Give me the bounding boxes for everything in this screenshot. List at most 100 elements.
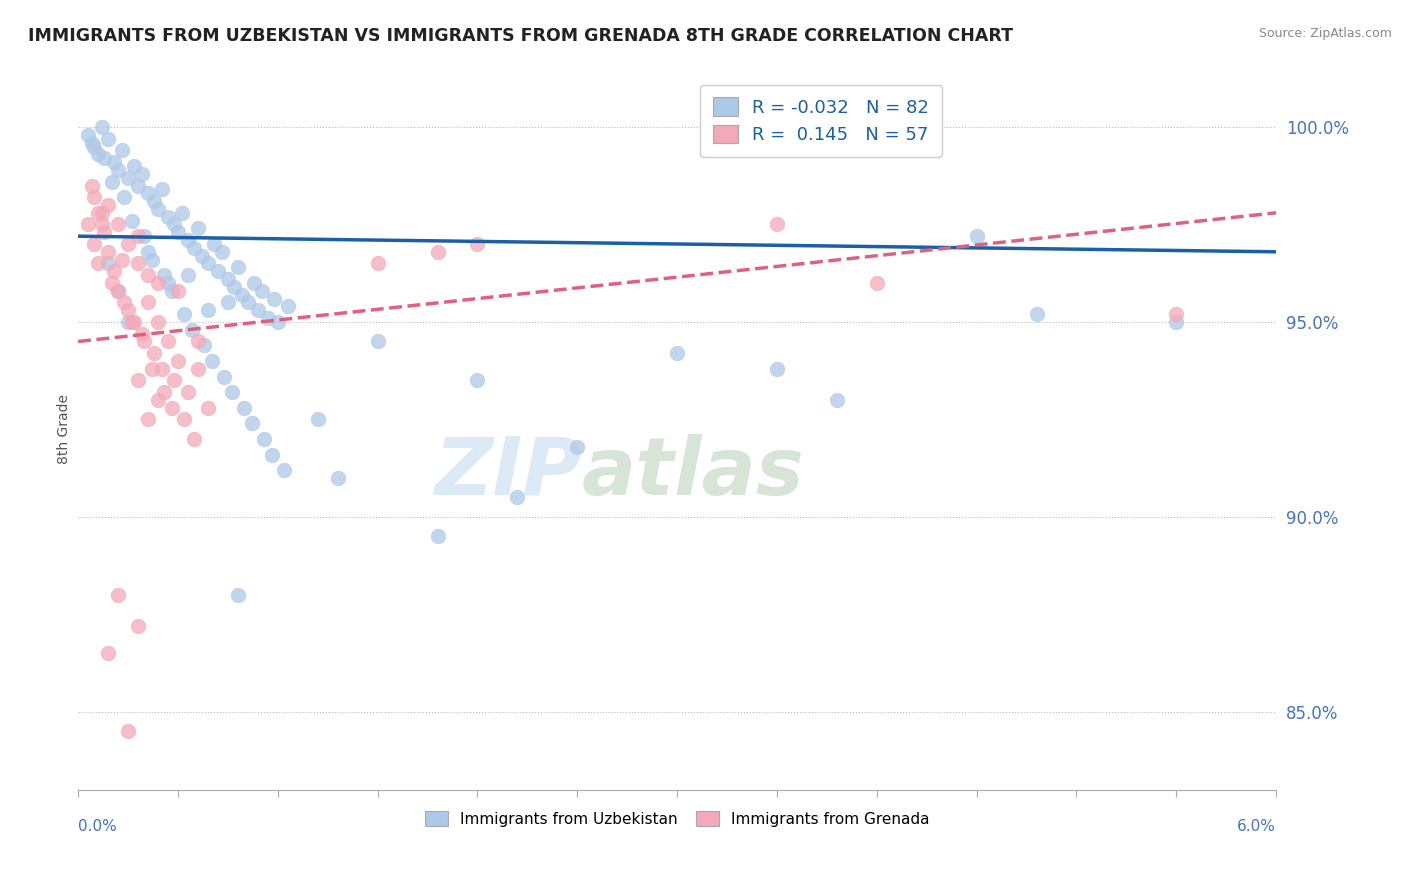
Text: ZIP: ZIP (434, 434, 581, 511)
Point (117, 237, 139, 252)
Point (122, 159, 145, 173)
Point (122, 315, 145, 329)
Point (97, 244, 120, 259)
Point (236, 295, 259, 310)
Point (150, 182, 173, 196)
Point (97, 132, 120, 146)
Point (256, 311, 278, 326)
Point (91, 206, 114, 220)
Point (141, 252, 163, 267)
Point (93, 225, 115, 239)
Point (136, 295, 159, 310)
Point (197, 256, 219, 270)
Point (141, 361, 163, 376)
Point (117, 724, 139, 739)
Point (127, 229, 149, 244)
Point (103, 264, 125, 278)
Point (87, 206, 110, 220)
Point (197, 401, 219, 415)
Point (136, 244, 159, 259)
Point (97, 256, 120, 270)
Point (177, 385, 200, 400)
Point (87, 256, 110, 270)
Point (367, 334, 389, 349)
Point (202, 237, 225, 252)
Point (240, 417, 263, 431)
Point (82, 136, 104, 150)
Point (211, 244, 233, 259)
Point (127, 256, 149, 270)
Point (131, 326, 153, 341)
Point (253, 432, 276, 446)
Point (150, 361, 173, 376)
Point (825, 392, 848, 407)
Point (160, 284, 183, 298)
Point (83, 139, 105, 153)
Point (426, 244, 449, 259)
Point (77, 218, 100, 232)
Point (146, 392, 169, 407)
Text: atlas: atlas (581, 434, 804, 511)
Point (246, 303, 269, 318)
Point (117, 170, 139, 185)
Point (177, 268, 200, 283)
Point (107, 284, 129, 298)
Point (260, 448, 283, 462)
Text: Source: ZipAtlas.com: Source: ZipAtlas.com (1258, 27, 1392, 40)
Point (121, 213, 143, 227)
Point (103, 155, 125, 169)
Point (232, 401, 254, 415)
Point (121, 315, 143, 329)
Point (93, 151, 115, 165)
Point (866, 276, 889, 290)
Point (112, 295, 135, 310)
Point (163, 218, 186, 232)
Point (222, 280, 245, 294)
Point (212, 369, 235, 384)
Point (77, 128, 100, 142)
Point (136, 268, 159, 283)
Point (167, 354, 190, 368)
Point (153, 268, 176, 283)
Point (143, 194, 166, 208)
Text: 0.0%: 0.0% (79, 819, 117, 834)
Point (107, 162, 129, 177)
Point (83, 237, 105, 252)
Point (1166, 315, 1188, 329)
Point (367, 256, 389, 270)
Y-axis label: 8th Grade: 8th Grade (58, 394, 72, 464)
Point (97, 198, 120, 212)
Point (183, 241, 205, 255)
Point (187, 334, 209, 349)
Point (193, 338, 215, 352)
Point (112, 190, 135, 204)
Point (217, 272, 239, 286)
Point (127, 374, 149, 388)
Point (231, 287, 253, 301)
Point (107, 588, 129, 602)
Point (226, 588, 249, 602)
Point (766, 218, 789, 232)
Point (173, 412, 195, 426)
Point (326, 471, 349, 485)
Point (132, 229, 155, 244)
Point (263, 292, 285, 306)
Point (146, 276, 169, 290)
Point (1025, 307, 1047, 321)
Point (201, 354, 224, 368)
Point (146, 315, 169, 329)
Point (467, 374, 489, 388)
Point (153, 385, 176, 400)
Point (91, 120, 114, 134)
Point (107, 218, 129, 232)
Point (181, 323, 204, 337)
Point (243, 276, 266, 290)
Point (766, 361, 789, 376)
Point (666, 346, 689, 360)
Point (156, 210, 179, 224)
Point (83, 190, 105, 204)
Point (91, 218, 114, 232)
Point (197, 303, 219, 318)
Point (221, 385, 243, 400)
Point (187, 221, 209, 235)
